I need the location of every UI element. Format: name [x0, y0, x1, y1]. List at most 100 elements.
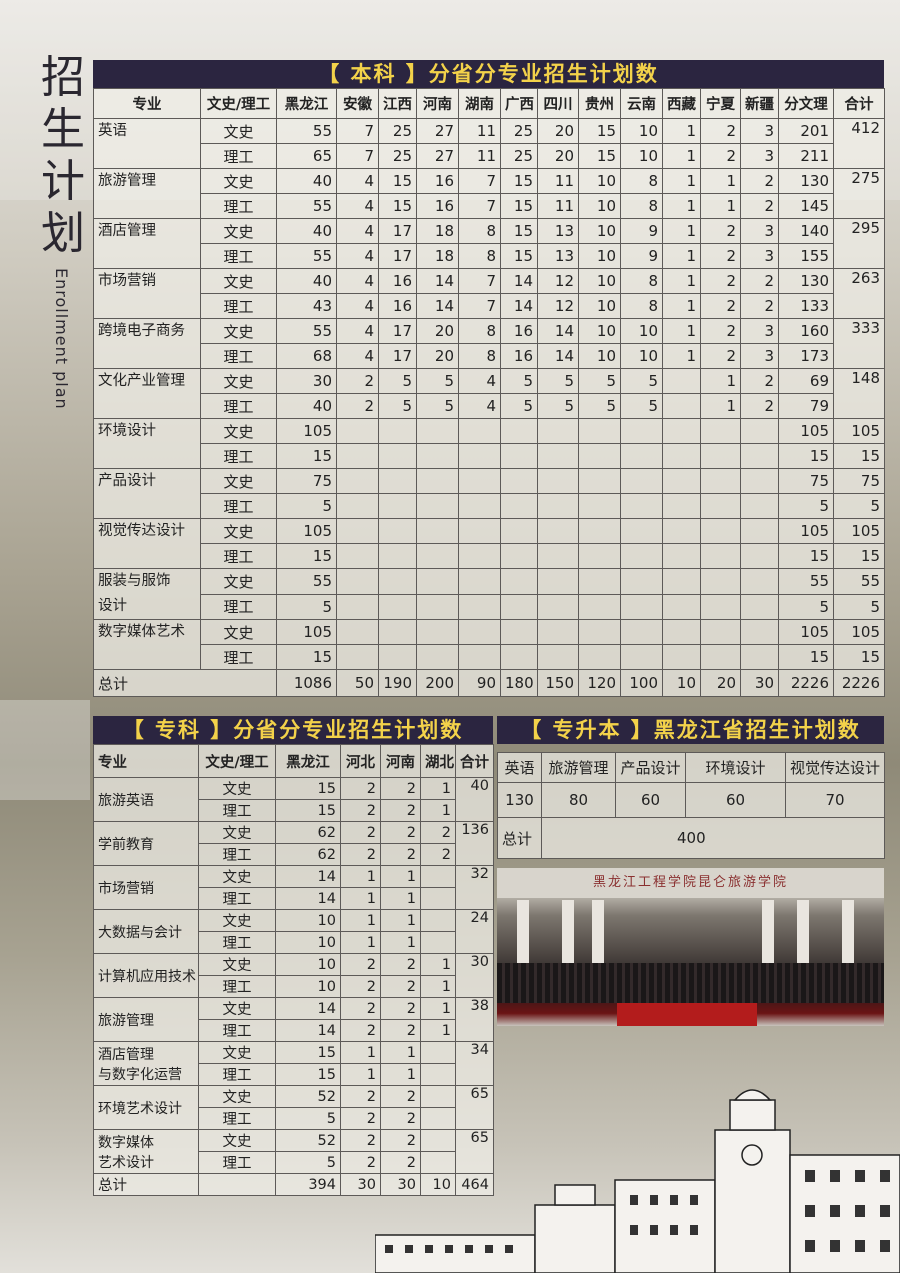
value-cell: 1	[662, 118, 701, 144]
track-cell: 文史	[200, 568, 277, 595]
value-cell	[662, 593, 701, 620]
value-cell: 1	[662, 293, 701, 319]
track-cell: 文史	[198, 777, 276, 800]
value-cell: 1	[700, 168, 741, 194]
value-cell: 20	[416, 343, 459, 369]
value-cell: 14	[275, 1019, 341, 1042]
value-cell: 15	[578, 143, 621, 169]
value-cell: 4	[336, 293, 379, 319]
major-name-text: 跨境电子商务	[98, 323, 185, 339]
value-cell: 8	[620, 168, 663, 194]
major-total: 55	[833, 568, 885, 595]
value-cell: 15	[500, 168, 538, 194]
value-cell: 8	[620, 268, 663, 294]
major-name-text: 酒店管理	[98, 223, 156, 239]
table-row: 跨境电子商务 文史 55 4 17 20 8 16 14 10 10 1 2 3 160 333	[93, 318, 885, 369]
value-cell: 10	[275, 953, 341, 976]
value-cell: 5	[275, 1151, 341, 1174]
value-cell	[500, 493, 538, 519]
value-cell: 55	[276, 118, 337, 144]
value-cell: 10	[275, 931, 341, 954]
value-cell: 10	[578, 293, 621, 319]
value-cell	[458, 543, 501, 569]
value-cell: 1	[420, 975, 456, 998]
value-cell: 2	[380, 953, 421, 976]
header-cell: 视觉传达设计	[785, 752, 885, 783]
header-cell: 合计	[833, 88, 885, 119]
value-cell: 1	[340, 909, 381, 932]
value-cell	[416, 443, 459, 469]
value-cell: 11	[537, 168, 579, 194]
header-cell: 西藏	[662, 88, 701, 119]
value-cell: 8	[458, 218, 501, 244]
header-cell: 江西	[378, 88, 417, 119]
total-cell: 180	[500, 669, 538, 697]
zhuanshengben-table: 英语 旅游管理 产品设计 环境设计 视觉传达设计 130 80 60 60 70…	[497, 752, 885, 859]
major-name: 旅游英语	[93, 777, 199, 822]
value-cell	[336, 619, 379, 645]
value-cell: 1	[380, 931, 421, 954]
major-name-text: 旅游管理	[98, 1012, 154, 1029]
value-cell	[378, 568, 417, 595]
title-char: 生	[41, 104, 85, 155]
value-cell: 8	[620, 293, 663, 319]
value-cell	[336, 543, 379, 569]
value-cell: 16	[378, 293, 417, 319]
value-cell: 16	[416, 193, 459, 219]
value-cell	[662, 619, 701, 645]
value-cell: 105	[276, 619, 337, 645]
table-row: 酒店管理 与数字化运营 文史 15 1 1 34	[93, 1041, 494, 1086]
value-cell: 4	[336, 218, 379, 244]
table-row: 理工 5 2 2	[94, 1107, 494, 1130]
header-cell: 文史/理工	[198, 744, 276, 778]
value-cell: 2	[380, 975, 421, 998]
value-cell	[537, 468, 579, 494]
major-total: 295	[833, 218, 885, 269]
value-cell	[537, 443, 579, 469]
table-row: 理工 40 2 5 5 4 5 5 5 5 1 2 79	[94, 393, 885, 419]
value-cell: 1	[662, 168, 701, 194]
value-cell: 15	[500, 193, 538, 219]
track-cell: 理工	[198, 1019, 276, 1042]
value-cell	[336, 468, 379, 494]
track-cell: 文史	[198, 953, 276, 976]
major-total: 263	[833, 268, 885, 319]
value-cell: 105	[778, 619, 834, 645]
value-cell	[662, 368, 701, 394]
value-cell: 14	[275, 997, 341, 1020]
value-cell: 2	[420, 843, 456, 866]
value-cell	[620, 493, 663, 519]
major-name: 学前教育	[93, 821, 199, 866]
value-cell	[740, 518, 779, 544]
value-cell: 13	[537, 243, 579, 269]
total-cell: 1086	[276, 669, 337, 697]
value-cell	[416, 644, 459, 670]
table-row: 数字媒体 艺术设计 文史 52 2 2 65	[93, 1129, 494, 1174]
value-cell: 40	[276, 393, 337, 419]
value-cell: 4	[458, 368, 501, 394]
value-cell: 52	[275, 1129, 341, 1152]
value-cell: 2	[740, 393, 779, 419]
value-cell: 10	[578, 268, 621, 294]
value-cell	[620, 644, 663, 670]
table-header-row: 英语 旅游管理 产品设计 环境设计 视觉传达设计	[497, 752, 885, 783]
value-cell: 5	[416, 393, 459, 419]
value-cell: 9	[620, 218, 663, 244]
value-cell: 5	[500, 393, 538, 419]
major-total: 75	[833, 468, 885, 494]
track-cell: 理工	[200, 243, 277, 269]
table-row: 理工 14 2 2 1	[94, 1019, 494, 1042]
value-cell: 15	[275, 1041, 341, 1064]
value-cell	[740, 543, 779, 569]
track-cell: 理工	[198, 843, 276, 866]
value-cell: 15	[276, 644, 337, 670]
value-cell	[620, 443, 663, 469]
value-cell: 133	[778, 293, 834, 319]
table-header-row: 专业 文史/理工 黑龙江 安徽 江西 河南 湖南 广西 四川 贵州 云南 西藏 宁夏 新疆 分文理 合计	[93, 88, 885, 119]
header-cell: 云南	[620, 88, 663, 119]
value-cell: 10	[620, 343, 663, 369]
major-total: 148	[833, 368, 885, 419]
value-cell: 10	[620, 118, 663, 144]
value-cell: 17	[378, 318, 417, 344]
track-cell: 文史	[198, 865, 276, 888]
